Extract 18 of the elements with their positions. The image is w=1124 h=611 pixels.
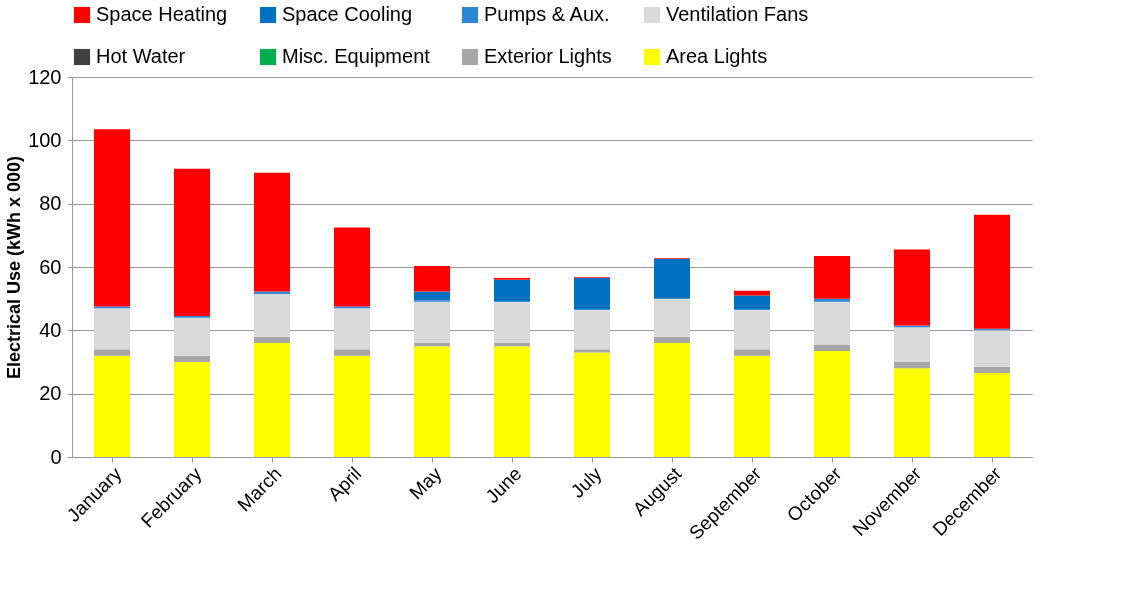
y-tick-label: 40 <box>39 318 62 341</box>
x-tick-label: July <box>566 462 606 502</box>
legend-label: Pumps & Aux. <box>484 3 610 25</box>
y-tick-label: 0 <box>50 445 62 468</box>
y-axis-title: Electrical Use (kWh x 000) <box>4 155 25 380</box>
y-tick-label: 80 <box>39 192 62 215</box>
legend-label: Misc. Equipment <box>282 45 431 67</box>
y-tick-label: 120 <box>28 65 62 88</box>
y-tick-label: 60 <box>39 255 62 278</box>
y-tick-label: 100 <box>28 128 62 151</box>
legend-label: Exterior Lights <box>484 45 612 67</box>
x-tick-label: May <box>405 462 446 504</box>
y-tick-label: 20 <box>39 382 62 405</box>
legend-label: Ventilation Fans <box>666 3 809 25</box>
legend-label: Area Lights <box>666 45 768 67</box>
legend-label: Space Heating <box>96 3 228 25</box>
legend-label: Space Cooling <box>282 3 413 25</box>
legend-label: Hot Water <box>96 45 186 67</box>
